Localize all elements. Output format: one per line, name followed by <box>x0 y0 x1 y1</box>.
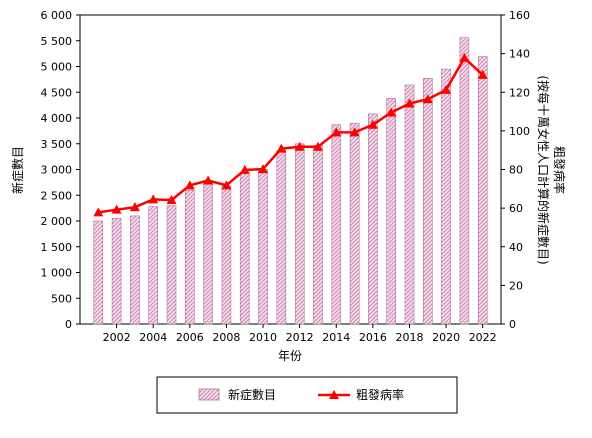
legend-bar-label: 新症數目 <box>228 387 276 402</box>
x-tick-label: 2012 <box>286 331 314 344</box>
bar <box>386 98 397 325</box>
line-point <box>203 175 214 185</box>
left-tick-label: 3 500 <box>41 138 73 151</box>
legend-bar-swatch <box>198 388 220 401</box>
line-point <box>386 107 397 117</box>
line-point <box>422 94 433 104</box>
x-tick-label: 2002 <box>103 331 131 344</box>
bar <box>239 171 250 325</box>
x-tick-label: 2016 <box>359 331 387 344</box>
right-tick-label: 0 <box>509 318 516 331</box>
x-axis-title: 年份 <box>278 349 302 363</box>
line-series <box>98 56 484 214</box>
left-tick-label: 1 500 <box>41 241 73 254</box>
left-tick-label: 6 000 <box>41 9 73 22</box>
left-tick-label: 0 <box>65 318 72 331</box>
bar <box>93 220 104 325</box>
right-tick-label: 20 <box>509 279 523 292</box>
bar <box>294 143 305 325</box>
line-point <box>184 180 195 190</box>
line-series-group <box>93 52 488 217</box>
plot-area <box>79 14 502 325</box>
left-tick-label: 4 500 <box>41 86 73 99</box>
left-axis-title: 新症數目 <box>10 146 25 194</box>
x-tick-label: 2006 <box>176 331 204 344</box>
bar <box>313 145 323 325</box>
line-point <box>258 164 269 174</box>
legend-line-marker <box>329 390 339 399</box>
line-point <box>312 141 323 151</box>
line-point <box>349 127 360 137</box>
x-tick-label: 2010 <box>249 331 277 344</box>
bar <box>258 169 268 325</box>
left-tick-label: 3 000 <box>41 164 73 177</box>
left-tick-label: 1 000 <box>41 267 73 280</box>
left-tick-label: 4 000 <box>41 112 73 125</box>
bar <box>459 37 470 325</box>
bar <box>368 113 378 325</box>
bar-series-group <box>93 37 488 325</box>
bar <box>148 206 158 325</box>
legend-line-label: 粗發病率 <box>356 387 404 402</box>
line-point <box>331 127 342 137</box>
x-axis-ticks: 2002 2004 2006 2008 2010 2012 2014 2016 2018 2020… <box>103 324 497 344</box>
line-point <box>367 119 378 129</box>
line-point <box>93 207 104 217</box>
line-point <box>294 141 305 151</box>
left-axis-ticks: 0 500 1 000 1 500 2 000 2 500 3 000 3 500 4 000 4… <box>41 9 80 331</box>
bar <box>166 205 177 325</box>
x-tick-label: 2018 <box>395 331 423 344</box>
right-tick-label: 40 <box>509 241 523 254</box>
legend: 新症數目 粗發病率 <box>156 376 458 414</box>
svg-text:(按每十萬女性人口計算的新症數目): (按每十萬女性人口計算的新症數目) <box>536 75 551 264</box>
right-axis-title: 粗發病率 (按每十萬女性人口計算的新症數目) <box>536 75 567 264</box>
bar <box>185 189 195 325</box>
svg-text:粗發病率: 粗發病率 <box>552 146 567 194</box>
bar <box>276 150 287 325</box>
bar <box>477 56 488 325</box>
right-tick-label: 120 <box>509 86 530 99</box>
line-point <box>459 52 470 62</box>
bar <box>111 218 122 325</box>
line-point <box>276 143 287 153</box>
bar <box>203 182 213 325</box>
x-tick-label: 2014 <box>322 331 350 344</box>
right-tick-label: 100 <box>509 125 530 138</box>
right-tick-label: 60 <box>509 202 523 215</box>
bar <box>349 122 360 325</box>
bar <box>221 185 232 325</box>
left-tick-label: 500 <box>51 292 72 305</box>
right-tick-label: 140 <box>509 48 530 61</box>
bar <box>441 68 451 325</box>
bar <box>404 84 415 325</box>
x-tick-label: 2008 <box>212 331 240 344</box>
line-point <box>111 204 122 214</box>
line-point <box>239 164 250 174</box>
left-tick-label: 2 500 <box>41 189 73 202</box>
line-point <box>166 195 177 205</box>
line-point <box>404 98 415 108</box>
line-point <box>441 84 452 94</box>
bar <box>130 215 140 325</box>
x-tick-label: 2020 <box>432 331 460 344</box>
line-point <box>477 69 488 79</box>
x-tick-label: 2022 <box>469 331 497 344</box>
line-point <box>129 202 140 212</box>
left-tick-label: 2 000 <box>41 215 73 228</box>
line-point <box>221 180 232 190</box>
right-axis-ticks: 0 20 40 60 80 100 120 140 160 <box>501 9 530 331</box>
x-tick-label: 2004 <box>139 331 167 344</box>
bar <box>331 124 342 325</box>
line-point <box>148 194 159 204</box>
right-tick-label: 160 <box>509 9 530 22</box>
left-tick-label: 5 000 <box>41 61 73 74</box>
bar <box>422 78 433 325</box>
left-tick-label: 5 500 <box>41 35 73 48</box>
right-tick-label: 80 <box>509 164 523 177</box>
